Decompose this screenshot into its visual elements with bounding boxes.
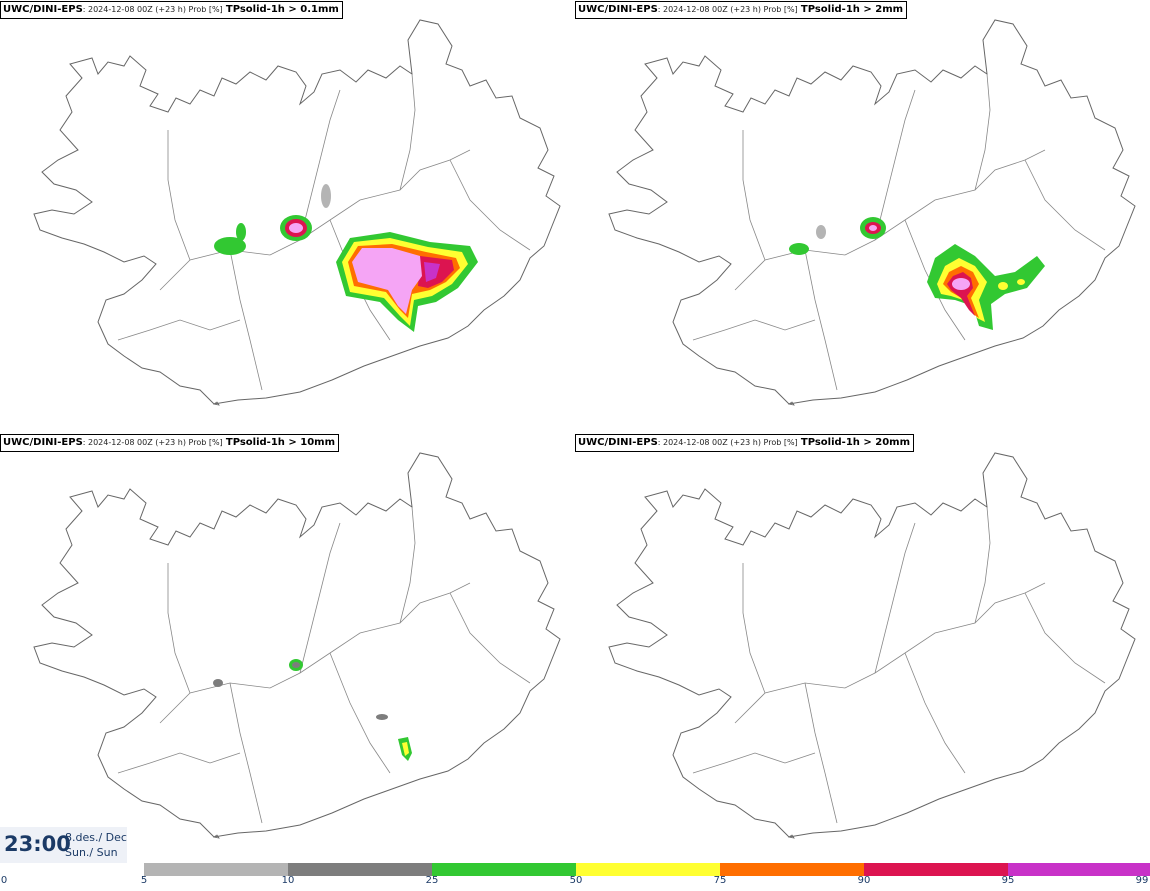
parameter-label: TPsolid-1h > 2mm xyxy=(800,4,904,15)
parameter-label: TPsolid-1h > 0.1mm xyxy=(225,4,339,15)
colorbar-tick: 25 xyxy=(425,875,439,886)
colorbar-tick: 0 xyxy=(0,875,8,886)
run-info: : 2024-12-08 00Z (+23 h) Prob [%] xyxy=(82,438,223,447)
run-info: : 2024-12-08 00Z (+23 h) Prob [%] xyxy=(657,438,798,447)
colorbar-tick: 90 xyxy=(857,875,871,886)
model-label: UWC/DINI-EPS xyxy=(578,4,658,15)
panel-title: UWC/DINI-EPS: 2024-12-08 00Z (+23 h) Pro… xyxy=(575,434,915,452)
model-label: UWC/DINI-EPS xyxy=(3,4,83,15)
colorbar-tick: 10 xyxy=(281,875,295,886)
colorbar-segment xyxy=(864,863,1008,876)
colorbar-tick: 99 xyxy=(1135,875,1149,886)
valid-day: 8.des./ Dec Sun./ Sun xyxy=(65,830,127,860)
map-panel-3: UWC/DINI-EPS: 2024-12-08 00Z (+23 h) Pro… xyxy=(0,433,575,863)
model-label: UWC/DINI-EPS xyxy=(578,437,658,448)
colorbar-tick: 75 xyxy=(713,875,727,886)
probability-colorbar xyxy=(144,863,1150,876)
panel-title: UWC/DINI-EPS: 2024-12-08 00Z (+23 h) Pro… xyxy=(575,1,908,19)
colorbar-ticks: 0 5 10 25 50 75 90 95 99 xyxy=(0,875,1150,891)
valid-weekday: Sun./ Sun xyxy=(65,846,118,859)
panel-title: UWC/DINI-EPS: 2024-12-08 00Z (+23 h) Pro… xyxy=(0,1,343,19)
probability-field-2 xyxy=(789,217,1045,330)
map-panel-2: UWC/DINI-EPS: 2024-12-08 00Z (+23 h) Pro… xyxy=(575,0,1150,430)
parameter-label: TPsolid-1h > 10mm xyxy=(225,437,336,448)
colorbar-tick: 5 xyxy=(140,875,148,886)
valid-time-box: 23:00 8.des./ Dec Sun./ Sun xyxy=(0,827,127,863)
map-panel-4: UWC/DINI-EPS: 2024-12-08 00Z (+23 h) Pro… xyxy=(575,433,1150,863)
iceland-map xyxy=(33,442,561,839)
iceland-map xyxy=(608,9,1136,406)
probability-field-3 xyxy=(213,659,412,761)
map-panel-1: UWC/DINI-EPS: 2024-12-08 00Z (+23 h) Pro… xyxy=(0,0,575,430)
iceland-map xyxy=(33,9,561,406)
model-label: UWC/DINI-EPS xyxy=(3,437,83,448)
colorbar-segment xyxy=(288,863,432,876)
colorbar-tick: 50 xyxy=(569,875,583,886)
colorbar-segment xyxy=(1008,863,1150,876)
colorbar-segment xyxy=(576,863,720,876)
run-info: : 2024-12-08 00Z (+23 h) Prob [%] xyxy=(657,5,798,14)
probability-field-1 xyxy=(214,184,478,332)
valid-date: 8.des./ Dec xyxy=(65,831,127,844)
colorbar-segment xyxy=(720,863,864,876)
parameter-label: TPsolid-1h > 20mm xyxy=(800,437,911,448)
valid-hour: 23:00 xyxy=(4,832,71,856)
panel-title: UWC/DINI-EPS: 2024-12-08 00Z (+23 h) Pro… xyxy=(0,434,340,452)
iceland-map xyxy=(608,442,1136,839)
colorbar-segment xyxy=(144,863,288,876)
colorbar-segment xyxy=(432,863,576,876)
run-info: : 2024-12-08 00Z (+23 h) Prob [%] xyxy=(82,5,223,14)
colorbar-tick: 95 xyxy=(1001,875,1015,886)
